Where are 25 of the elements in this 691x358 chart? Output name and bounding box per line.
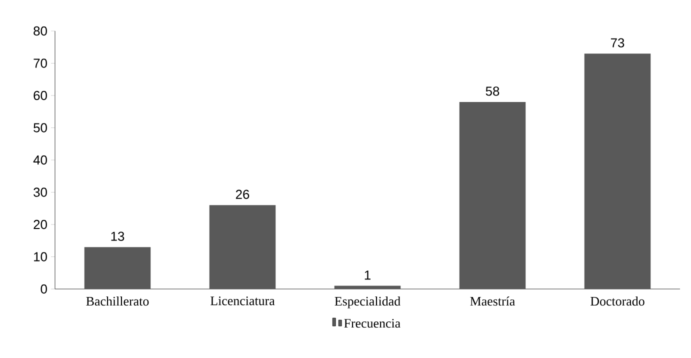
- data-label: 26: [236, 190, 250, 199]
- y-tick-label: 0: [40, 284, 47, 294]
- y-tick-label: 80: [34, 26, 47, 36]
- data-label: 1: [364, 270, 370, 280]
- bar: [84, 247, 151, 289]
- x-tick-label: Especialidad: [334, 296, 400, 308]
- bar: [584, 54, 651, 289]
- data-label: 13: [111, 232, 124, 241]
- y-tick-label: 20: [34, 220, 47, 230]
- x-tick-label: Doctorado: [590, 296, 644, 306]
- x-tick-label: Maestría: [470, 296, 515, 306]
- x-tick-label: Bachillerato: [86, 296, 149, 306]
- y-tick-label: 40: [33, 155, 47, 165]
- y-tick-label: 60: [34, 90, 47, 100]
- bar: [459, 102, 526, 289]
- bar: [334, 286, 401, 289]
- y-tick-label: 30: [34, 188, 47, 197]
- y-tick-label: 70: [34, 58, 47, 68]
- x-tick-label: Licenciatura: [210, 296, 275, 306]
- bar: [209, 205, 276, 289]
- legend-label: Frecuencia: [344, 318, 400, 328]
- data-label: 73: [610, 38, 624, 48]
- data-label: 58: [486, 86, 500, 96]
- y-tick-label: 10: [34, 252, 47, 262]
- y-tick-label: 50: [34, 123, 47, 132]
